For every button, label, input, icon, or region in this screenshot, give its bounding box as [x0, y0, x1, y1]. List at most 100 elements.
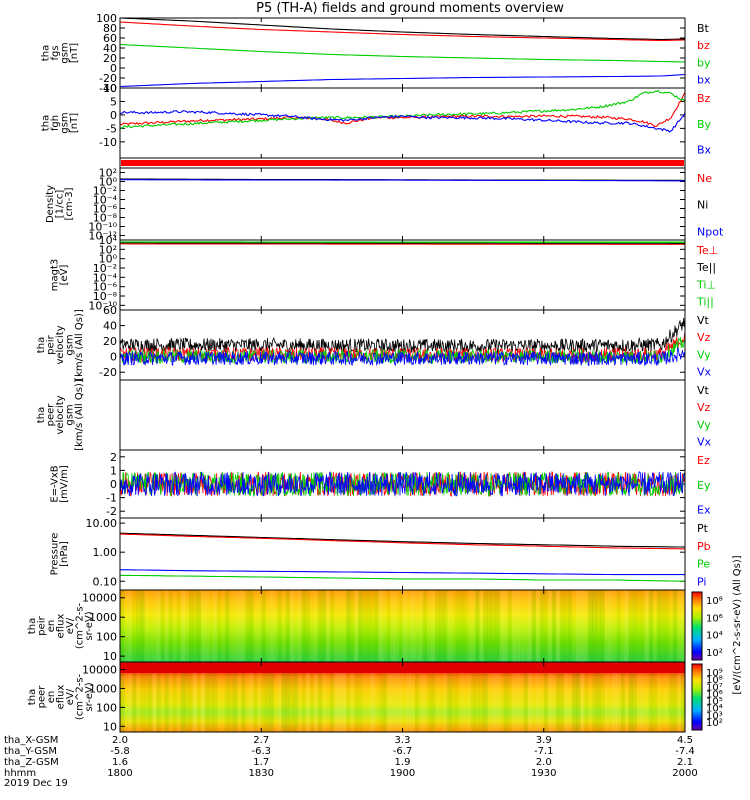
spectrogram-texture	[309, 662, 315, 732]
y-tick-label: 10⁰	[99, 253, 118, 266]
spectrogram-texture	[680, 590, 686, 662]
spectrogram-texture	[640, 590, 646, 662]
y-tick-label: -5	[106, 122, 117, 135]
spectrogram-texture	[136, 590, 141, 662]
spectrogram-texture	[495, 590, 500, 662]
spectrogram-texture	[354, 662, 359, 732]
spectrogram-texture	[624, 590, 629, 662]
spectrogram-texture	[596, 590, 601, 662]
legend-entry: Ti⊥	[696, 278, 716, 291]
spectrogram-texture	[515, 590, 521, 662]
y-tick-label: 1.00	[93, 546, 118, 559]
spectrogram-texture	[463, 590, 468, 662]
spectrogram-texture	[511, 590, 516, 662]
spectrogram-texture	[144, 590, 149, 662]
y-tick-label: 10000	[82, 664, 117, 677]
y-axis-label-line: gsm	[60, 42, 71, 63]
spectrogram-texture	[446, 590, 452, 662]
y-axis-label-line: velocity	[55, 395, 66, 434]
legend-entry: by	[697, 56, 711, 69]
spectrogram-texture	[559, 662, 565, 732]
spectrogram-texture	[604, 590, 609, 662]
x-tick-label: 3.3	[395, 735, 411, 746]
colorbar	[691, 663, 703, 731]
y-tick-label: 1	[110, 464, 117, 477]
spectrogram-texture	[241, 590, 246, 662]
spectrogram-texture	[144, 662, 149, 732]
spectrogram-texture	[289, 590, 295, 662]
spectrogram-texture	[410, 590, 416, 662]
spectrogram-texture	[128, 662, 133, 732]
x-tick-label: 1900	[390, 768, 415, 779]
spectrogram-texture	[329, 662, 335, 732]
spectrogram-texture	[680, 662, 686, 732]
y-axis-label-line: fgh	[50, 115, 61, 131]
spectrogram-texture	[652, 662, 658, 732]
spectrogram-texture	[555, 590, 561, 662]
spectrogram-texture	[325, 590, 331, 662]
y-axis-label-line: tha	[27, 689, 38, 705]
spectrogram-texture	[644, 662, 650, 732]
spectrogram-texture	[398, 590, 403, 662]
spectrogram-texture	[406, 662, 412, 732]
spectrogram-texture	[249, 590, 254, 662]
colorbar-tick-label: 10⁴	[706, 704, 723, 715]
spectrogram-texture	[430, 662, 436, 732]
y-axis-label-line: eV/	[65, 688, 76, 705]
spectrogram-texture	[341, 662, 347, 732]
y-tick-label: -40	[99, 82, 117, 95]
legend-entry: Ey	[697, 479, 711, 492]
legend-entry: Te⊥	[696, 244, 718, 257]
x-tick-label: -6.7	[393, 746, 413, 757]
spectrogram-texture	[257, 662, 262, 732]
spectrogram-texture	[418, 590, 424, 662]
legend-entry: By	[697, 118, 712, 131]
spectrogram-texture	[471, 590, 476, 662]
y-tick-label: 0	[110, 62, 117, 75]
spectrogram-texture	[289, 662, 295, 732]
spectrogram-texture	[531, 662, 537, 732]
spectrogram-texture	[519, 662, 525, 732]
y-tick-label: 10⁻⁴	[93, 194, 118, 207]
series-line-Vx	[120, 347, 685, 367]
y-tick-label: 10⁴	[99, 234, 118, 247]
y-tick-label: 100	[96, 631, 117, 644]
panel-frame	[119, 379, 686, 451]
y-axis-label-line: [eV]	[59, 265, 70, 286]
y-axis-label: thafgsgsm[nT]	[41, 42, 81, 63]
y-axis-label-line: (cm^2-s-	[75, 602, 86, 649]
spectrogram-texture	[467, 662, 472, 732]
colorbar-tick-label: 10⁵	[706, 697, 723, 708]
legend-entry: Te||	[696, 261, 716, 274]
panel-peer_en_eflux: thapeerenefluxeV/(cm^2-s-sr-eV)100001000…	[27, 662, 723, 733]
spectrogram-texture	[160, 662, 165, 732]
y-tick-label: 5	[110, 95, 117, 108]
spectrogram-texture	[366, 590, 371, 662]
spectrogram-texture	[592, 590, 597, 662]
spectrogram-texture	[580, 662, 585, 732]
y-tick-label: 60	[103, 304, 117, 317]
panel-frame	[119, 17, 686, 89]
spectrogram-texture	[362, 590, 367, 662]
legend-entry: Pb	[697, 540, 711, 553]
y-tick-label: 10⁻²	[93, 185, 117, 198]
spectrogram-texture	[600, 662, 605, 732]
spectrogram-texture	[382, 662, 387, 732]
spectrogram-texture	[660, 590, 666, 662]
y-axis-label: thafghgsm[nT]	[41, 112, 81, 133]
spectrogram-texture	[285, 590, 290, 662]
y-axis-label-line: magt3	[50, 259, 61, 292]
spectrogram-texture	[233, 662, 238, 732]
colorbar-tick-label: 10⁸	[706, 596, 723, 607]
spectrogram-texture	[128, 590, 133, 662]
spectrogram-texture	[668, 590, 674, 662]
x-tick-label: 1.6	[112, 757, 128, 768]
y-tick-label: -20	[99, 366, 117, 379]
spectrogram-texture	[120, 662, 125, 732]
spectrogram-texture	[592, 662, 597, 732]
spectrogram-texture	[616, 590, 621, 662]
spectrogram-texture	[539, 662, 545, 732]
y-tick-label: 10⁻⁴	[93, 271, 118, 284]
spectrogram-texture	[442, 662, 448, 732]
